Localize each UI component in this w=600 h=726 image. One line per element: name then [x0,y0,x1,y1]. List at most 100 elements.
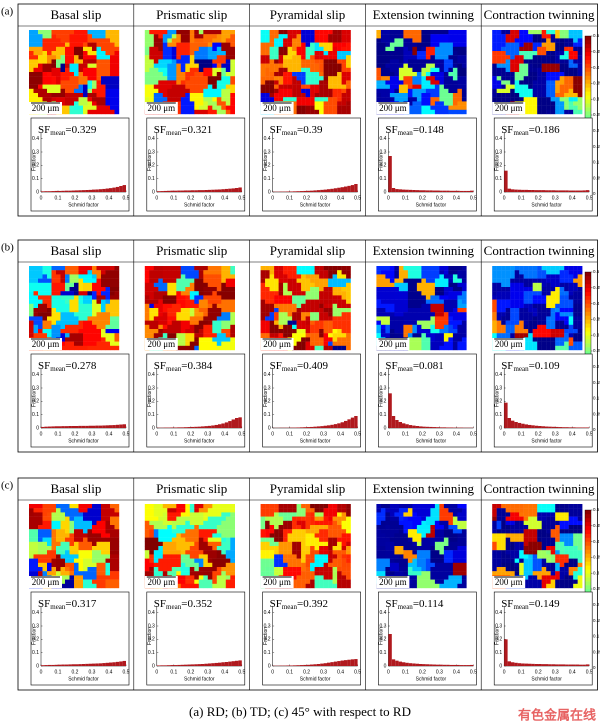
map-cell [301,51,306,56]
map-cell [83,101,88,106]
map-cell [87,59,93,64]
map-cell [269,270,275,275]
map-cell [448,42,454,47]
map-cell [407,55,413,60]
map-cell [555,88,560,94]
map-cell [389,287,395,292]
map-cell [203,333,208,338]
histogram-bar [572,190,576,192]
map-cell [523,270,529,275]
map-cell [110,88,115,94]
map-cell [180,316,186,321]
map-cell [29,504,34,509]
map-cell [42,63,48,68]
map-cell [185,337,190,342]
histogram-bar [388,393,392,428]
map-cell [394,30,400,35]
map-cell [430,299,436,304]
map-cell [510,46,515,52]
map-cell [301,109,306,115]
histogram-box [146,353,246,448]
map-cell [212,42,217,47]
map-cell [33,266,39,271]
map-cell [403,329,409,334]
histogram-bar [579,427,583,428]
map-cell [185,266,190,271]
map-cell [305,88,311,94]
map-cell [314,287,320,292]
map-cell [310,101,315,106]
map-cell [403,316,409,321]
map-cell [283,266,288,271]
map-cell [180,97,186,102]
map-cell [514,51,520,56]
map-cell [171,329,177,334]
map-cell [65,270,70,275]
map-cell [568,67,574,73]
map-cell [461,51,467,56]
colorbar-tick-label: 0.15 [593,618,600,623]
map-cell [421,341,427,346]
map-cell [546,42,551,47]
colorbar-segment [585,303,591,308]
x-axis-label: Schmid factor [184,202,215,208]
map-cell [461,320,467,325]
map-cell [149,59,154,64]
map-cell [216,308,222,313]
map-cell [180,295,186,300]
map-cell [221,46,226,52]
map-cell [314,84,320,89]
column-title: Contraction twinning [484,7,595,22]
map-cell [212,88,217,94]
map-cell [528,333,533,338]
map-cell [389,63,395,68]
map-cell [394,270,400,275]
map-cell [501,287,506,292]
map-cell [185,38,190,43]
map-cell [65,329,70,334]
map-cell [153,299,159,304]
map-cell [398,93,404,98]
map-cell [176,63,181,68]
map-cell [323,105,329,110]
map-cell [296,97,302,102]
map-cell [29,67,34,73]
map-cell [203,30,208,35]
map-cell [171,67,177,73]
map-cell [398,329,404,334]
map-cell [69,30,75,35]
map-cell [33,525,39,530]
map-cell [198,38,204,43]
map-cell [407,333,413,338]
map-cell [260,55,266,60]
map-cell [328,88,333,94]
map-cell [105,51,111,56]
map-cell [92,312,97,317]
map-cell [114,270,120,275]
map-cell [541,299,547,304]
x-tick-label: 0.3 [89,195,96,201]
map-cell [56,329,61,334]
map-cell [87,533,93,538]
map-cell [514,291,520,296]
histogram-bar [419,426,423,428]
map-cell [176,88,181,94]
map-cell [278,46,284,52]
map-cell [189,72,195,77]
map-cell [162,55,168,60]
histogram-bar [194,190,198,192]
map-cell [394,97,400,102]
map-cell [110,63,115,68]
sf-mean-value: 0.148 [419,124,444,136]
map-cell [537,282,542,288]
map-cell [389,46,395,52]
map-cell [269,72,275,77]
map-cell [203,295,208,300]
map-cell [523,105,529,110]
map-cell [56,63,61,68]
x-tick-label: 0.4 [453,195,460,201]
y-tick-label: 0.1 [495,412,502,418]
map-cell [171,320,177,325]
map-cell [496,97,502,102]
map-cell [144,287,150,292]
